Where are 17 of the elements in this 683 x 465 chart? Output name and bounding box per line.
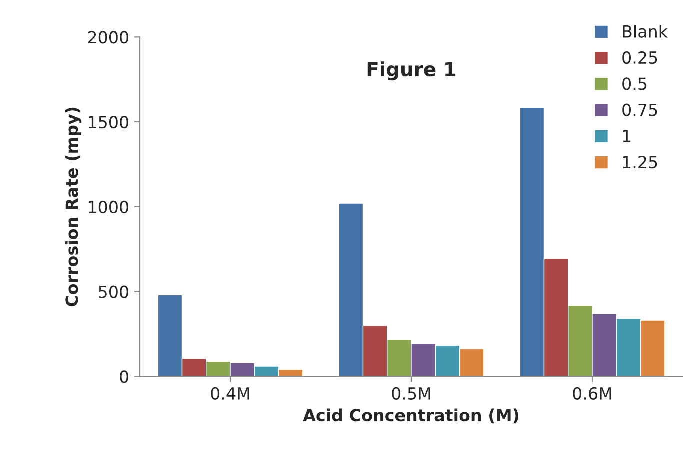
legend-label: Blank — [623, 25, 668, 38]
legend-label: 1 — [623, 130, 631, 142]
y-axis-title: Corrosion Rate (mpy) — [65, 108, 82, 307]
x-axis-title: Acid Concentration (M) — [303, 408, 519, 424]
y-tick-label: 0 — [120, 370, 128, 384]
x-tick-label: 0.5M — [392, 387, 430, 400]
y-tick-label: 2000 — [88, 31, 128, 44]
y-tick-label: 500 — [99, 286, 128, 298]
text: Figure 1 — [368, 62, 456, 81]
legend-label: 0.25 — [622, 51, 658, 64]
legend-label: 1.25 — [623, 156, 658, 169]
x-tick-label: 0.6M — [573, 387, 612, 400]
x-tick-label: 0.4M — [211, 387, 250, 400]
legend-label: 0.5 — [622, 78, 647, 90]
legend-label: 0.75 — [622, 104, 658, 116]
y-tick-label: 1500 — [89, 116, 128, 129]
y-tick-label: 1000 — [89, 200, 128, 214]
